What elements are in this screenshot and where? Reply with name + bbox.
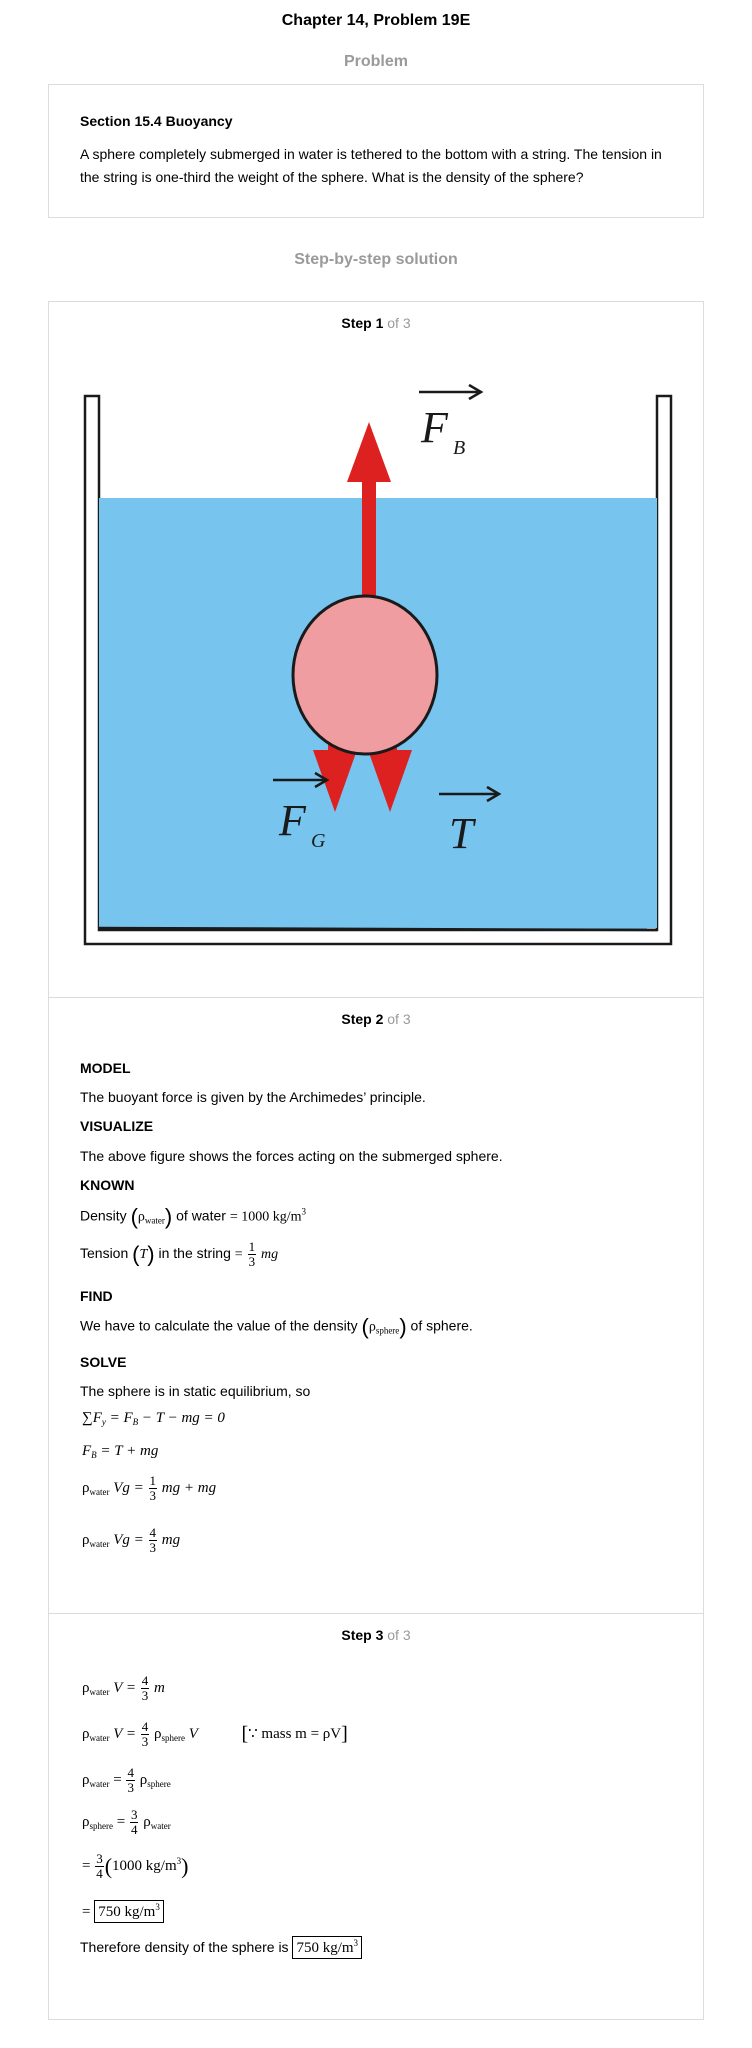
conclusion: Therefore density of the sphere is 750 k… — [80, 1936, 363, 1959]
label-fb-sub: B — [453, 437, 465, 459]
step-3-header: Step 3 of 3 — [49, 1627, 703, 1643]
problem-heading: Section 15.4 Buoyancy — [80, 113, 233, 129]
step-1-label: Step 1 — [341, 315, 384, 331]
page-title: Chapter 14, Problem 19E — [281, 12, 471, 29]
label-fg-sub: G — [311, 830, 326, 852]
buoyant-arrow-head — [347, 422, 391, 482]
model-text: The buoyant force is given by the Archim… — [80, 1089, 426, 1105]
known-label: KNOWN — [80, 1177, 135, 1193]
problem-section-label: Problem — [343, 53, 408, 70]
equation-sum-forces: ∑Fy = FB − T − mg = 0 — [82, 1410, 225, 1427]
gravity-arrow-head — [313, 750, 357, 812]
solution-card: Step 1 of 3 F B F G T — [48, 301, 704, 2020]
label-fb: F — [420, 403, 449, 452]
step-divider-2 — [49, 1613, 703, 1614]
step-divider-1 — [49, 997, 703, 998]
equation-fb: FB = T + mg — [82, 1443, 159, 1460]
problem-body: A sphere completely submerged in water i… — [80, 146, 662, 185]
buoyant-arrow-shaft — [362, 460, 376, 600]
step-3-label: Step 3 — [341, 1627, 384, 1643]
model-label: MODEL — [80, 1060, 131, 1076]
label-fg: F — [278, 796, 307, 845]
step-2-header: Step 2 of 3 — [49, 1011, 703, 1027]
s3-eq-6: = 750 kg/m3 — [82, 1900, 164, 1923]
solve-label: SOLVE — [80, 1354, 127, 1370]
s3-eq-5: = 3 4 (1000 kg/m3) — [82, 1851, 189, 1881]
solution-section-label: Step-by-step solution — [294, 251, 458, 268]
step-1-of: of 3 — [387, 315, 411, 331]
sphere — [291, 594, 439, 756]
step-1-header: Step 1 of 3 — [49, 315, 703, 331]
visualize-text: The above figure shows the forces acting… — [80, 1148, 503, 1164]
tension-arrow-head — [368, 750, 412, 812]
visualize-label: VISUALIZE — [80, 1118, 154, 1134]
label-t: T — [449, 809, 477, 858]
find-text: We have to calculate the value of the de… — [80, 1314, 473, 1339]
known-density: Density (ρwater) of water = 1000 kg/m3 — [80, 1204, 307, 1229]
step-3-of: of 3 — [387, 1627, 411, 1643]
step-2-label: Step 2 — [341, 1011, 384, 1027]
solve-text: The sphere is in static equilibrium, so — [80, 1383, 311, 1399]
buoyancy-diagram: F B F G T — [83, 383, 673, 946]
find-label: FIND — [80, 1288, 113, 1304]
step-2-of: of 3 — [387, 1011, 411, 1027]
problem-card: Section 15.4 Buoyancy A sphere completel… — [48, 84, 704, 218]
